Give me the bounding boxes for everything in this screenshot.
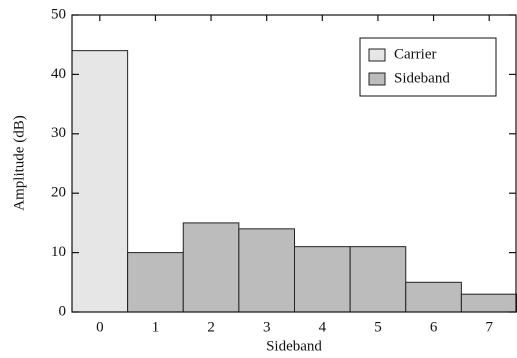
y-tick-label: 40 bbox=[51, 66, 66, 82]
x-tick-label: 4 bbox=[319, 319, 327, 335]
bar bbox=[460, 293, 517, 313]
bar bbox=[349, 246, 407, 313]
x-tick-label: 0 bbox=[96, 319, 104, 335]
bar bbox=[71, 50, 129, 313]
x-tick-label: 2 bbox=[207, 319, 215, 335]
bar bbox=[238, 228, 295, 313]
plot-frame bbox=[71, 14, 517, 313]
legend-swatch bbox=[368, 72, 386, 86]
y-tick-label: 10 bbox=[51, 244, 66, 260]
legend-swatch bbox=[368, 48, 386, 62]
x-tick-label: 7 bbox=[485, 319, 493, 335]
x-tick-label: 5 bbox=[374, 319, 382, 335]
x-tick-label: 3 bbox=[263, 319, 271, 335]
y-tick-label: 50 bbox=[51, 6, 66, 22]
x-tick-label: 6 bbox=[430, 319, 438, 335]
y-tick-label: 30 bbox=[51, 125, 66, 141]
bar bbox=[182, 222, 240, 313]
legend-label: Carrier bbox=[394, 46, 436, 62]
x-axis-label: Sideband bbox=[266, 338, 322, 354]
bar bbox=[127, 252, 184, 313]
y-axis-label: Amplitude (dB) bbox=[11, 115, 27, 210]
y-tick-label: 0 bbox=[59, 303, 67, 319]
y-tick-label: 20 bbox=[51, 185, 66, 201]
x-tick-label: 1 bbox=[152, 319, 160, 335]
bar bbox=[294, 246, 351, 313]
legend-box bbox=[359, 37, 497, 97]
legend-label: Sideband bbox=[394, 70, 450, 86]
bar bbox=[405, 281, 462, 313]
